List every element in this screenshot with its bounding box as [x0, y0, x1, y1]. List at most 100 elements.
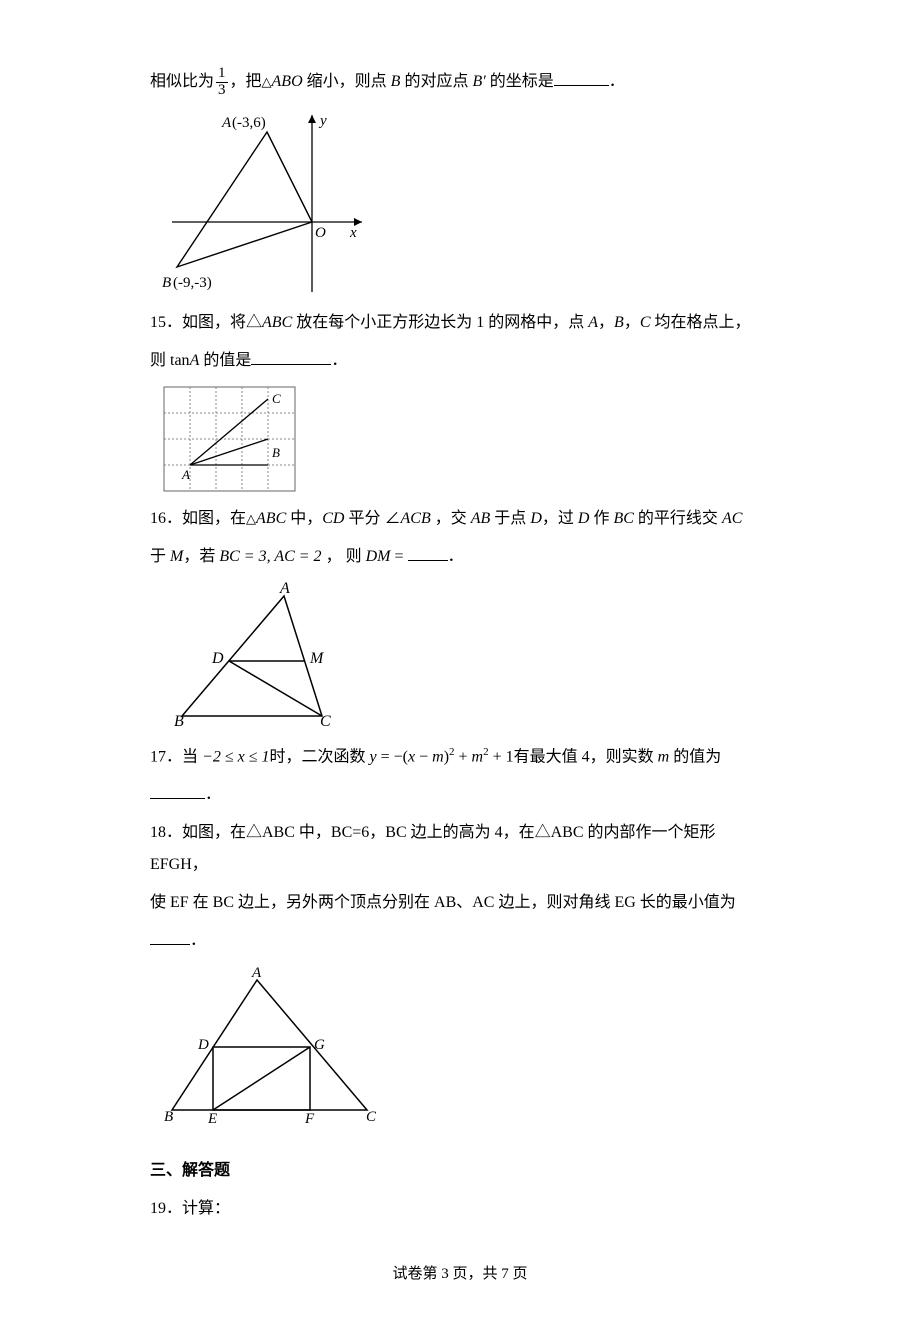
q15-figure: A B C: [162, 385, 770, 493]
q18-period: ．: [190, 932, 206, 949]
page-container: 相似比为13，把△ABO 缩小，则点 B 的对应点 B′ 的坐标是． A (-3…: [0, 0, 920, 1329]
svg-text:F: F: [304, 1111, 315, 1125]
q14-fig-x: x: [349, 225, 357, 241]
q16-t5: ，过: [542, 510, 578, 527]
footer-a: 试卷第: [392, 1266, 441, 1282]
q15-l2a: 则 tan: [150, 352, 190, 369]
svg-text:B: B: [272, 445, 280, 460]
q15-line2: 则 tanA 的值是 ．: [150, 345, 770, 377]
q16-t3: ，交: [431, 510, 471, 527]
q16-figure: A B C D M: [162, 581, 770, 731]
q16-l2a: 于: [150, 548, 170, 565]
svg-text:C: C: [272, 391, 281, 406]
q14-Bp: B′: [472, 73, 485, 90]
q17-m: m: [432, 748, 444, 765]
q16-acb: ACB: [401, 510, 431, 527]
q16-M: M: [170, 548, 183, 565]
q17-ineq: −2 ≤ x ≤ 1: [202, 748, 269, 765]
q15-t2: 均在格点上，: [651, 314, 751, 331]
q14-blank: [554, 69, 609, 86]
q16-bc: BC: [613, 510, 633, 527]
q17-pre: 17．当: [150, 748, 202, 765]
q14-t2: ，把: [230, 73, 262, 90]
q15-period: ．: [331, 352, 347, 369]
q16-blank: [408, 544, 448, 561]
q14-fig-y: y: [318, 113, 327, 129]
q16-l2c: ， 则: [322, 548, 366, 565]
svg-text:A: A: [251, 965, 262, 981]
q16-Dit: D: [578, 510, 590, 527]
q17-y: y: [370, 748, 377, 765]
q16-t7: 的平行线交: [634, 510, 722, 527]
q15-l2b: 的值是: [199, 352, 251, 369]
q17-t1: 时，二次函数: [269, 748, 369, 765]
q15-B: B: [614, 314, 624, 331]
q16-t1: 中，: [286, 510, 322, 527]
svg-text:M: M: [309, 650, 325, 667]
q16-D: D: [530, 510, 542, 527]
q15-pre: 15．如图，将△: [150, 314, 262, 331]
q17-plus1: + 1: [489, 748, 514, 765]
q17-m3: m: [658, 748, 670, 765]
q15-line1: 15．如图，将△ABC 放在每个小正方形边长为 1 的网格中，点 A，B，C 均…: [150, 307, 770, 339]
q14-figure: A (-3,6) y O x B (-9,-3): [162, 107, 770, 297]
q18-line1: 18．如图，在△ABC 中，BC=6，BC 边上的高为 4，在△ABC 的内部作…: [150, 817, 770, 881]
q15-C: C: [640, 314, 651, 331]
q15-blank: [251, 348, 331, 365]
q16-t4: 于点: [490, 510, 530, 527]
q17-eq: = −(: [377, 748, 408, 765]
q19-text: 19．计算：: [150, 1193, 770, 1225]
q14-fig-O: O: [315, 225, 326, 241]
q18-blank: [150, 928, 190, 945]
q16-eq: =: [390, 548, 407, 565]
q14-t1: 相似比为: [150, 73, 214, 90]
q17-blank: [150, 782, 205, 799]
svg-text:E: E: [207, 1111, 217, 1125]
q14-frac-den: 3: [216, 82, 228, 99]
q16-line2: 于 M，若 BC = 3, AC = 2 ， 则 DM = ．: [150, 541, 770, 573]
q14-t5: 的坐标是: [486, 73, 554, 90]
footer-b: 页，共: [449, 1266, 502, 1282]
q17-plus: +: [455, 748, 472, 765]
q14-frac-num: 1: [216, 66, 228, 82]
q14-fig-B-coord: (-9,-3): [173, 275, 212, 291]
angle-icon: ∠: [385, 510, 401, 527]
q14-fig-A: A: [221, 115, 232, 131]
q14-period: ．: [609, 73, 625, 90]
q14-frac: 13: [216, 66, 228, 99]
svg-text:A: A: [181, 467, 190, 482]
q15-c2: ，: [624, 314, 640, 331]
q14-fig-A-coord: (-3,6): [232, 115, 266, 131]
svg-text:B: B: [164, 1109, 173, 1125]
q16-period: ．: [448, 548, 464, 565]
q17-line1: 17．当 −2 ≤ x ≤ 1时，二次函数 y = −(x − m)2 + m2…: [150, 741, 770, 773]
q15-Ait: A: [190, 352, 200, 369]
q14-B: B: [391, 73, 401, 90]
q18-line2: 使 EF 在 BC 边上，另外两个顶点分别在 AB、AC 边上，则对角线 EG …: [150, 887, 770, 919]
svg-text:D: D: [211, 650, 224, 667]
q16-cd: CD: [322, 510, 344, 527]
q14-abo: ABO: [272, 73, 303, 90]
svg-text:B: B: [174, 713, 184, 730]
q17-t2: 有最大值 4，则实数: [514, 748, 658, 765]
triangle-icon: △: [262, 74, 272, 89]
svg-text:C: C: [320, 713, 331, 730]
q16-l2b: ，若: [183, 548, 219, 565]
q14-text: 相似比为13，把△ABO 缩小，则点 B 的对应点 B′ 的坐标是 ．: [150, 66, 770, 99]
svg-text:D: D: [197, 1037, 209, 1053]
q15-t1: 放在每个小正方形边长为 1 的网格中，点: [292, 314, 588, 331]
q17-line2: ．: [150, 779, 770, 811]
q18-line3: ．: [150, 925, 770, 957]
q16-ac: AC: [722, 510, 742, 527]
section-3-title: 三、解答题: [150, 1155, 770, 1187]
q15-c1: ，: [598, 314, 614, 331]
footer-pg: 3: [441, 1266, 449, 1282]
q14-t4: 的对应点: [400, 73, 472, 90]
q17-period: ．: [205, 786, 221, 803]
footer-c: 页: [509, 1266, 528, 1282]
q16-abc: ABC: [256, 510, 286, 527]
q15-A: A: [588, 314, 598, 331]
q14-t3: 缩小，则点: [303, 73, 391, 90]
q16-ab: AB: [471, 510, 491, 527]
q17-t3: 的值为: [669, 748, 721, 765]
